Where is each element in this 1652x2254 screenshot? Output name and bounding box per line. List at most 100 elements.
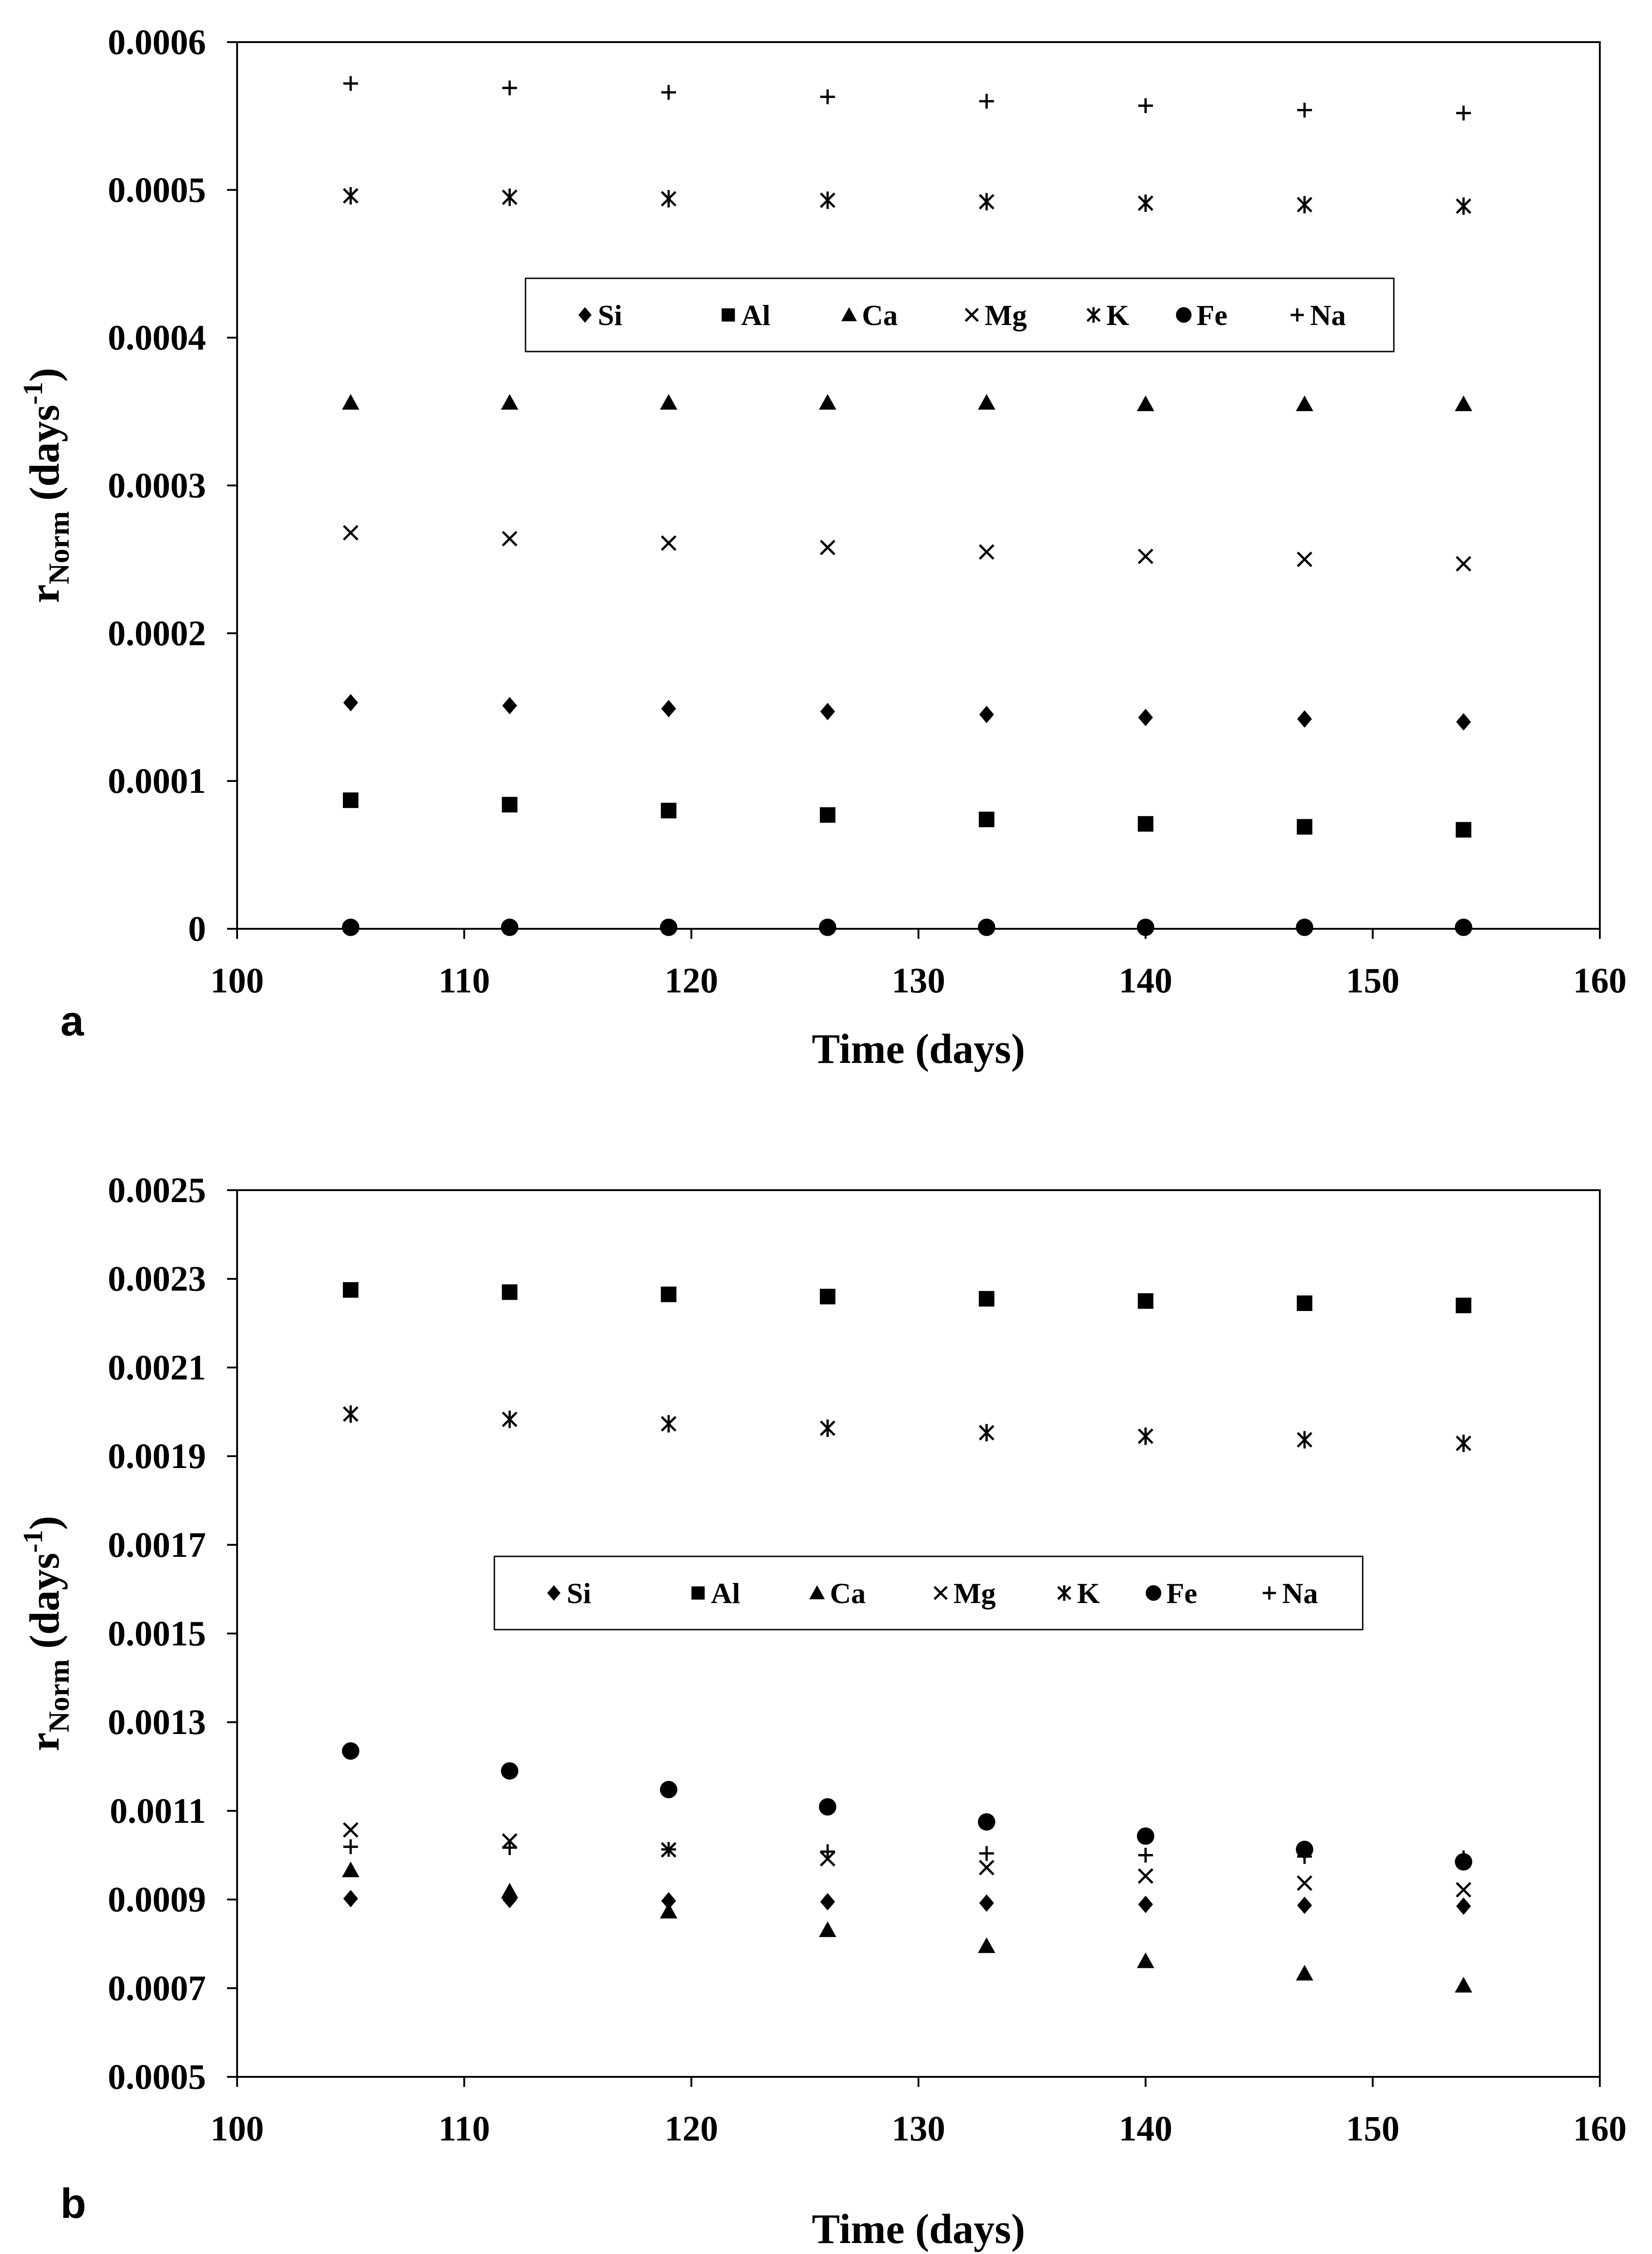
data-point-ca [1137, 1952, 1154, 1968]
chart-panel-b: 0.0005 0.0007 0.0009 0.0011 0.0013 0.0015 0.00… [18, 1170, 1627, 2252]
x-tick-label: 110 [439, 2108, 490, 2148]
data-point-si [820, 703, 835, 721]
legend-marker [809, 1585, 825, 1599]
legend-entry-si: Si [547, 1577, 591, 1609]
legend-label: Si [598, 299, 622, 331]
data-point-al [343, 792, 359, 808]
series-al [343, 1282, 1472, 1313]
data-point-fe [660, 1781, 677, 1799]
data-point-al [820, 1289, 836, 1305]
data-point-si [1297, 1896, 1312, 1914]
data-point-ca [660, 394, 677, 410]
legend-label: Si [567, 1577, 591, 1609]
x-axis-label: Time (days) [812, 2205, 1025, 2252]
x-tick-label: 120 [665, 2108, 718, 2148]
y-tick-label: 0.0015 [108, 1614, 206, 1653]
data-point-k [1137, 1427, 1154, 1445]
data-point-mg [1137, 548, 1154, 564]
y-axis-label-part: (days [21, 405, 68, 511]
data-point-na [979, 1846, 994, 1861]
legend-entry-al: Al [721, 299, 770, 331]
data-point-al [1137, 816, 1154, 832]
legend: Si Al Ca Mg K Fe Na [493, 1555, 1364, 1631]
data-point-si [979, 705, 994, 723]
legend-entry-ca: Ca [841, 299, 898, 331]
series-mg [343, 525, 1472, 572]
legend-entry-fe: Fe [1176, 299, 1228, 331]
y-tick-label: 0.0019 [108, 1436, 206, 1476]
legend-marker [721, 308, 735, 322]
data-point-ca [501, 1883, 519, 1899]
data-point-si [343, 694, 358, 712]
x-tick-label: 150 [1346, 960, 1399, 1000]
data-point-k [661, 1415, 677, 1433]
legend-marker [1086, 307, 1101, 323]
data-point-mg [1456, 1882, 1472, 1898]
series-si [343, 694, 1471, 731]
data-point-k [1456, 1435, 1472, 1452]
data-point-mg [343, 525, 359, 541]
data-point-k [820, 191, 836, 209]
data-point-fe [819, 1798, 837, 1816]
y-tick-label: 0.0017 [108, 1525, 206, 1565]
legend-marker [841, 307, 857, 321]
legend-box [525, 277, 1395, 352]
data-point-na [820, 1844, 835, 1859]
data-point-fe [1455, 918, 1473, 936]
data-point-mg [661, 535, 677, 551]
legend-marker [1176, 307, 1192, 323]
legend-entry-k: K [1057, 1577, 1100, 1609]
data-point-mg [502, 531, 518, 547]
data-point-si [1138, 1896, 1153, 1913]
legend-marker [964, 308, 979, 322]
legend-entry-fe: Fe [1146, 1577, 1197, 1609]
data-point-ca [819, 1921, 837, 1937]
legend-marker [691, 1586, 705, 1600]
series-ca [342, 1861, 1473, 1993]
legend-label: Ca [830, 1577, 866, 1609]
y-tick-label: 0.0005 [108, 2057, 206, 2097]
data-point-na [1138, 98, 1153, 113]
legend-label: Al [711, 1577, 740, 1609]
y-tick-label: 0.0025 [108, 1170, 206, 1210]
data-point-al [1296, 819, 1312, 835]
data-point-al [820, 807, 836, 823]
data-point-na [343, 76, 358, 91]
legend-entry-na: Na [1290, 299, 1346, 331]
legend-entry-al: Al [691, 1577, 740, 1609]
data-point-mg [1297, 551, 1312, 567]
data-point-si [979, 1894, 994, 1912]
y-tick-label: 0.0013 [108, 1702, 206, 1742]
data-point-na [502, 1840, 517, 1855]
data-point-ca [819, 394, 837, 410]
data-point-k [661, 190, 677, 208]
legend-label: K [1106, 299, 1129, 331]
y-tick-label: 0.0011 [110, 1791, 206, 1831]
y-axis-label-part: r [21, 1733, 68, 1751]
x-tick-label: 140 [1119, 960, 1172, 1000]
legend-label: Na [1282, 1577, 1318, 1609]
y-tick-label: 0.0006 [108, 22, 206, 62]
data-point-al [343, 1282, 359, 1298]
legend-label: Al [741, 299, 770, 331]
legend-marker [1057, 1585, 1072, 1601]
data-point-mg [979, 544, 995, 560]
data-point-ca [1295, 395, 1313, 412]
y-tick-label: 0.0003 [108, 466, 206, 505]
data-point-al [1456, 822, 1472, 838]
series-al [343, 792, 1472, 838]
y-axis-label-part: Norm [43, 511, 75, 585]
data-point-al [1456, 1297, 1472, 1313]
legend-label: Mg [985, 299, 1027, 331]
y-tick-label: 0.0002 [108, 613, 206, 653]
data-point-k [502, 188, 518, 206]
legend-box [493, 1555, 1364, 1631]
data-point-si [343, 1890, 358, 1907]
y-axis-label-part: ) [21, 1516, 68, 1530]
series-si [343, 1890, 1471, 1915]
data-point-na [1456, 1850, 1471, 1865]
data-point-k [502, 1410, 518, 1428]
data-point-si [502, 697, 517, 715]
data-point-na [343, 1839, 358, 1854]
data-point-k [343, 187, 359, 205]
